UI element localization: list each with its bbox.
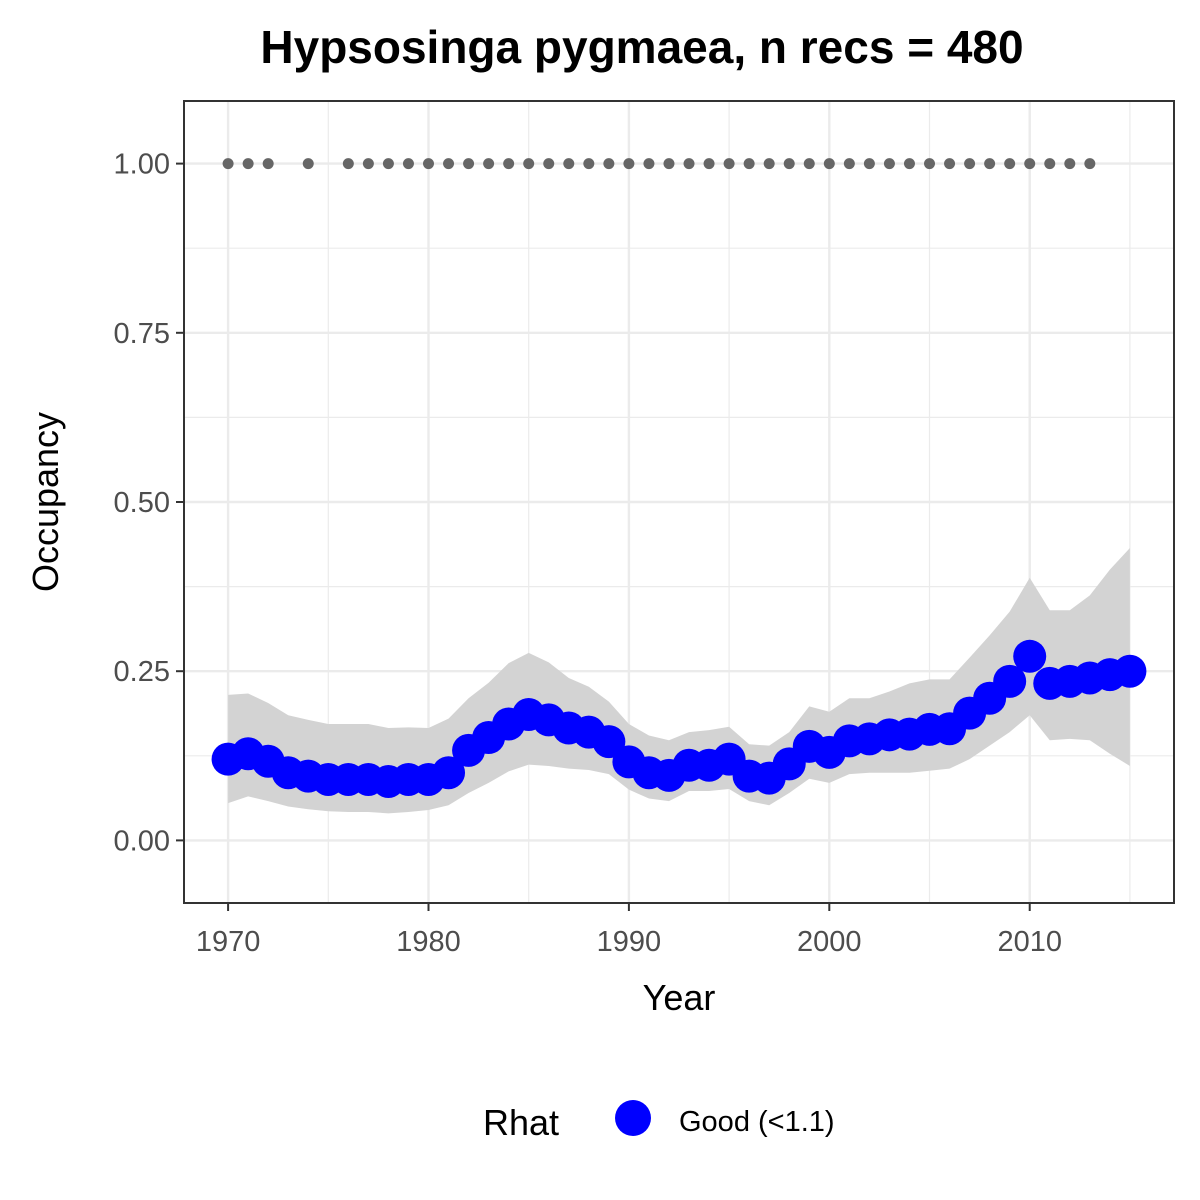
legend-label-good: Good (<1.1) [679, 1106, 835, 1138]
record-year-marker [463, 158, 475, 170]
record-year-marker [924, 158, 936, 170]
x-tick-label: 1990 [597, 926, 662, 958]
record-year-marker [703, 158, 715, 170]
x-axis-title: Year [643, 977, 716, 1018]
x-tick-label: 1980 [396, 926, 461, 958]
record-year-marker [1024, 158, 1036, 170]
legend-key-good [615, 1100, 651, 1136]
x-tick-label: 2000 [797, 926, 862, 958]
record-year-marker [783, 158, 795, 170]
record-year-marker [543, 158, 555, 170]
record-year-marker [222, 158, 234, 170]
record-year-marker [964, 158, 976, 170]
occupancy-point [1013, 639, 1047, 673]
y-tick-label: 0.75 [114, 318, 170, 350]
occupancy-point [432, 756, 466, 790]
y-tick-label: 0.50 [114, 487, 170, 519]
record-year-marker [723, 158, 735, 170]
record-year-marker [803, 158, 815, 170]
record-year-marker [1044, 158, 1056, 170]
x-tick-label: 1970 [196, 926, 261, 958]
record-year-marker [643, 158, 655, 170]
occupancy-point [1113, 654, 1147, 688]
record-year-marker [262, 158, 274, 170]
record-year-marker [883, 158, 895, 170]
y-axis: 0.00 0.25 0.50 0.75 1.00 [114, 149, 184, 857]
record-year-marker [563, 158, 575, 170]
occupancy-points [211, 639, 1147, 799]
record-year-marker [382, 158, 394, 170]
record-year-marker [743, 158, 755, 170]
y-tick-label: 0.25 [114, 656, 170, 688]
occupancy-point [592, 725, 626, 759]
record-year-marker [443, 158, 455, 170]
record-year-marker [402, 158, 414, 170]
legend: Rhat Good (<1.1) [483, 1100, 835, 1143]
record-year-marker [422, 158, 434, 170]
record-year-marker [523, 158, 535, 170]
x-axis: 1970 1980 1990 2000 2010 [196, 903, 1062, 958]
plot-panel [183, 100, 1175, 904]
record-year-marker [663, 158, 675, 170]
record-year-marker [683, 158, 695, 170]
record-year-marker [1084, 158, 1096, 170]
y-axis-title: Occupancy [25, 412, 66, 592]
record-year-marker [623, 158, 635, 170]
record-year-marker [603, 158, 615, 170]
y-tick-label: 0.00 [114, 825, 170, 857]
record-year-marker [342, 158, 354, 170]
occupancy-point [993, 664, 1027, 698]
record-year-marker [503, 158, 515, 170]
record-year-marker [1064, 158, 1076, 170]
record-year-marker [483, 158, 495, 170]
record-year-marker [583, 158, 595, 170]
record-year-marker [302, 158, 314, 170]
record-year-marker [763, 158, 775, 170]
record-year-marker [242, 158, 254, 170]
record-year-markers [222, 158, 1096, 170]
record-year-marker [1004, 158, 1016, 170]
record-year-marker [823, 158, 835, 170]
record-year-marker [362, 158, 374, 170]
record-year-marker [984, 158, 996, 170]
chart-title: Hypsosinga pygmaea, n recs = 480 [260, 21, 1023, 73]
y-tick-label: 1.00 [114, 149, 170, 181]
record-year-marker [944, 158, 956, 170]
record-year-marker [863, 158, 875, 170]
record-year-marker [843, 158, 855, 170]
record-year-marker [903, 158, 915, 170]
x-tick-label: 2010 [997, 926, 1062, 958]
legend-title: Rhat [483, 1102, 559, 1143]
